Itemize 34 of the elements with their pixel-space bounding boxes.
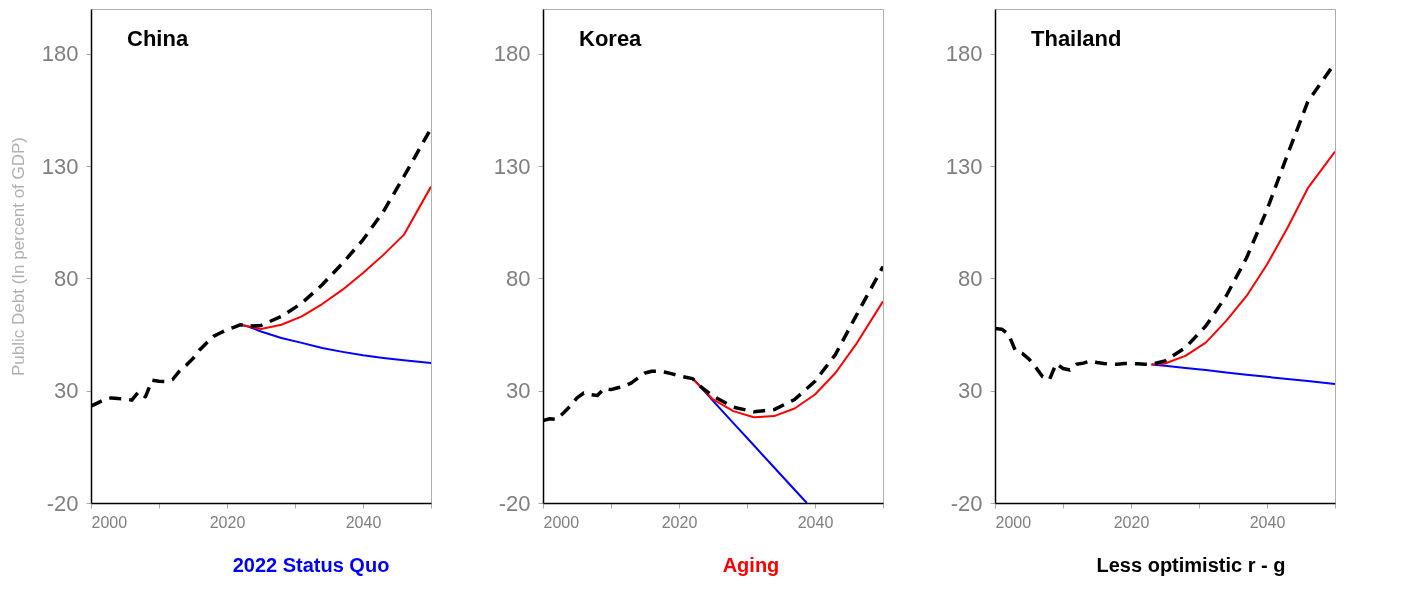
y-tick-label: 30	[958, 378, 983, 404]
y-tick-label: -20	[46, 490, 79, 516]
y-tick-label: 130	[493, 153, 531, 179]
text: Aging	[722, 554, 780, 576]
y-tick-label: 180	[493, 41, 531, 67]
x-tick-label: 2000	[543, 513, 580, 531]
x-tick-label: 2040	[345, 513, 382, 531]
x-tick-label: 2000	[91, 513, 128, 531]
y-tick-label: 30	[506, 378, 531, 404]
text: Korea	[579, 26, 643, 51]
y-tick-label: 30	[54, 378, 79, 404]
y-axis-title: Public Debt (In percent of GDP)	[8, 136, 28, 377]
x-tick-label: 2000	[995, 513, 1032, 531]
x-tick-label: 2020	[661, 513, 698, 531]
line-series	[1150, 363, 1335, 385]
y-tick-label: 130	[41, 153, 79, 179]
y-tick-label: 80	[958, 265, 983, 291]
y-tick-label: 80	[506, 265, 531, 291]
y-tick-label: -20	[498, 490, 531, 516]
y-tick-label: 80	[54, 265, 79, 291]
x-tick-label: 2040	[797, 513, 834, 531]
y-tick-label: 130	[945, 153, 983, 179]
x-tick-label: 2040	[1249, 513, 1286, 531]
y-tick-label: 180	[945, 41, 983, 67]
text: China	[127, 26, 189, 51]
x-tick-label: 2020	[1113, 513, 1150, 531]
text: Less optimistic r - g	[1096, 554, 1286, 576]
y-tick-label: 180	[41, 41, 79, 67]
text: Thailand	[1031, 26, 1122, 51]
x-tick-label: 2020	[209, 513, 246, 531]
line-series	[1150, 150, 1335, 366]
line-series	[691, 300, 883, 419]
text: 2022 Status Quo	[232, 554, 390, 576]
y-tick-label: -20	[950, 490, 983, 516]
